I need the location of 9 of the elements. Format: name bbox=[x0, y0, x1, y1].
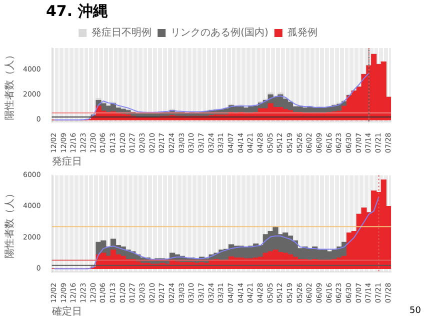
x-axis-title: 発症日 bbox=[52, 156, 82, 168]
chart-title: 47. 沖縄 bbox=[46, 2, 108, 21]
legend-label: リンクのある例(国内) bbox=[170, 26, 268, 39]
legend-label: 発症日不明例 bbox=[92, 26, 152, 39]
legend-label: 孤発例 bbox=[287, 26, 318, 39]
y-axis-title: 陽性者数（人） bbox=[4, 50, 16, 120]
x-axis-title: 確定日 bbox=[50, 306, 82, 318]
text: 50 bbox=[410, 306, 421, 316]
y-axis-title: 陽性者数（人） bbox=[4, 188, 16, 259]
